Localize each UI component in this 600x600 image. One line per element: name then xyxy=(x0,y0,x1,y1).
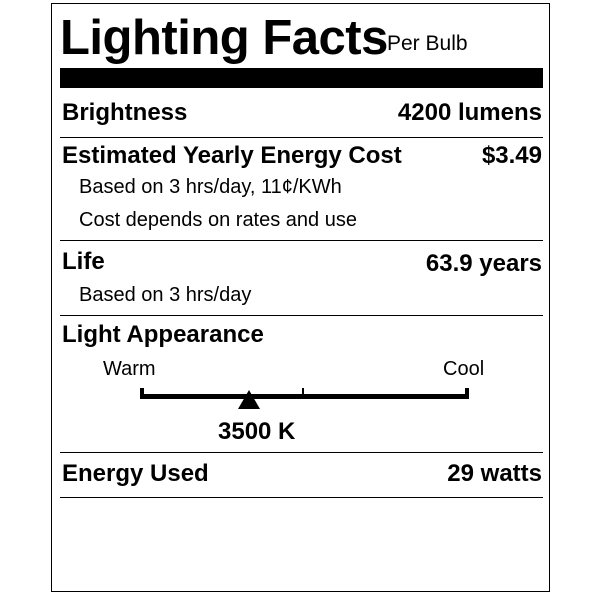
label-subtitle: Per Bulb xyxy=(387,32,468,55)
color-temperature-scale xyxy=(140,394,469,399)
life-note: Based on 3 hrs/day xyxy=(79,284,252,306)
header-bar xyxy=(60,68,543,88)
life-value: 63.9 years xyxy=(425,250,542,277)
scale-tick xyxy=(140,388,144,399)
warm-label: Warm xyxy=(103,358,156,380)
color-temperature-marker-icon xyxy=(237,390,260,409)
divider xyxy=(60,452,543,453)
energy-cost-note: Based on 3 hrs/day, 11¢/KWh xyxy=(79,176,342,198)
divider xyxy=(60,497,543,498)
appearance-label: Light Appearance xyxy=(62,321,264,348)
energy-cost-label: Estimated Yearly Energy Cost xyxy=(62,142,402,169)
divider xyxy=(60,240,543,241)
cool-label: Cool xyxy=(443,358,485,380)
energy-cost-note: Cost depends on rates and use xyxy=(79,209,357,231)
energy-used-label: Energy Used xyxy=(62,460,209,487)
scale-tick xyxy=(465,388,469,399)
label-title: Lighting Facts xyxy=(60,11,388,65)
energy-used-value: 29 watts xyxy=(447,460,542,487)
color-temperature-value: 3500 K xyxy=(218,418,296,445)
brightness-value: 4200 lumens xyxy=(397,99,542,126)
scale-tick xyxy=(302,388,304,396)
divider xyxy=(60,315,543,316)
divider xyxy=(60,137,543,138)
lighting-facts-label xyxy=(51,3,550,592)
life-label: Life xyxy=(62,248,105,275)
energy-cost-value: $3.49 xyxy=(481,142,542,169)
brightness-label: Brightness xyxy=(62,99,188,126)
